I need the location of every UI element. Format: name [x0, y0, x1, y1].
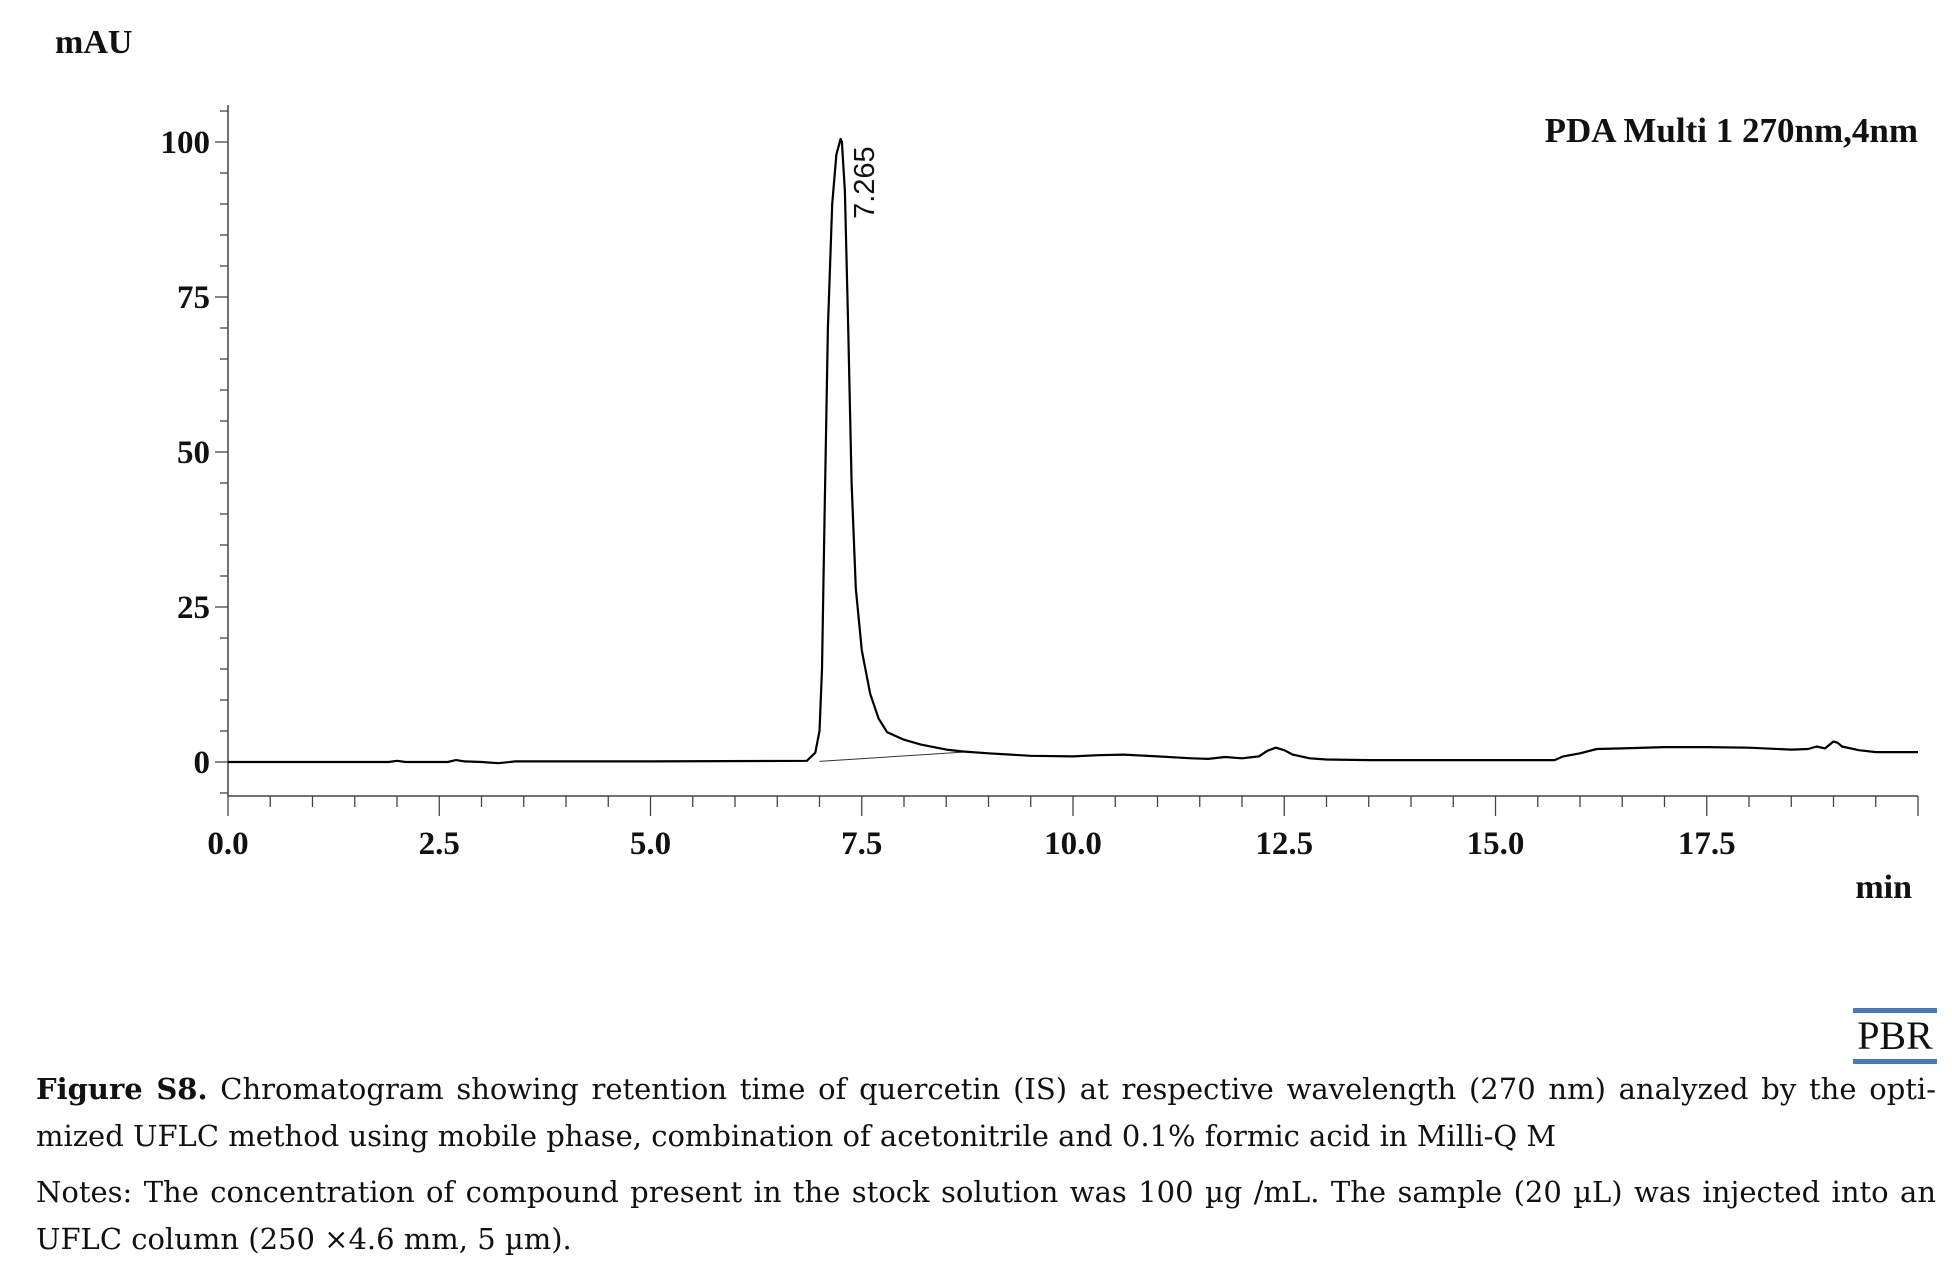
peak-label: 7.265 [849, 146, 881, 219]
x-tick-label: 17.5 [1678, 826, 1736, 862]
x-tick-label: 2.5 [419, 826, 460, 862]
logo-top-bar [1853, 1008, 1937, 1013]
caption-label: Figure S8. [36, 1072, 208, 1106]
chromatogram-trace [228, 137, 1918, 765]
x-axis-label: min [1855, 869, 1912, 906]
y-axis-label: mAU [55, 24, 132, 61]
axes [227, 105, 1918, 797]
ticks: 0 25 50 75 100 0.0 2.5 5.0 7.5 10.0 12.5 15.0 17.5 [161, 110, 1919, 862]
legend-label: PDA Multi 1 270nm,4nm [1545, 111, 1918, 150]
y-tick-label: 50 [177, 435, 210, 471]
caption-text: Chromatogram showing retention time of q… [36, 1072, 1936, 1153]
x-tick-label: 5.0 [630, 826, 671, 862]
x-tick-label: 12.5 [1255, 826, 1313, 862]
journal-logo: PBR [1853, 1008, 1937, 1064]
y-tick-label: 75 [177, 280, 210, 316]
chart-marks: 7.265 [228, 137, 1918, 765]
y-tick-label: 0 [194, 745, 211, 781]
chromatogram-chart: 0 25 50 75 100 0.0 2.5 5.0 7.5 10.0 12.5 15.0 17.5 7… [55, 24, 1919, 906]
x-tick-label: 15.0 [1467, 826, 1525, 862]
integration-baseline [819, 751, 964, 762]
logo-text: PBR [1857, 1013, 1933, 1058]
x-tick-label: 10.0 [1044, 826, 1102, 862]
x-tick-label: 0.0 [207, 826, 248, 862]
y-tick-label: 25 [177, 590, 210, 626]
x-tick-label: 7.5 [841, 826, 882, 862]
figure-caption: Figure S8. Chromatogram showing retentio… [36, 1066, 1936, 1160]
logo-bottom-bar [1853, 1059, 1937, 1064]
figure-notes: Notes: The concentration of compound pre… [36, 1175, 1936, 1256]
y-tick-label: 100 [161, 125, 211, 161]
